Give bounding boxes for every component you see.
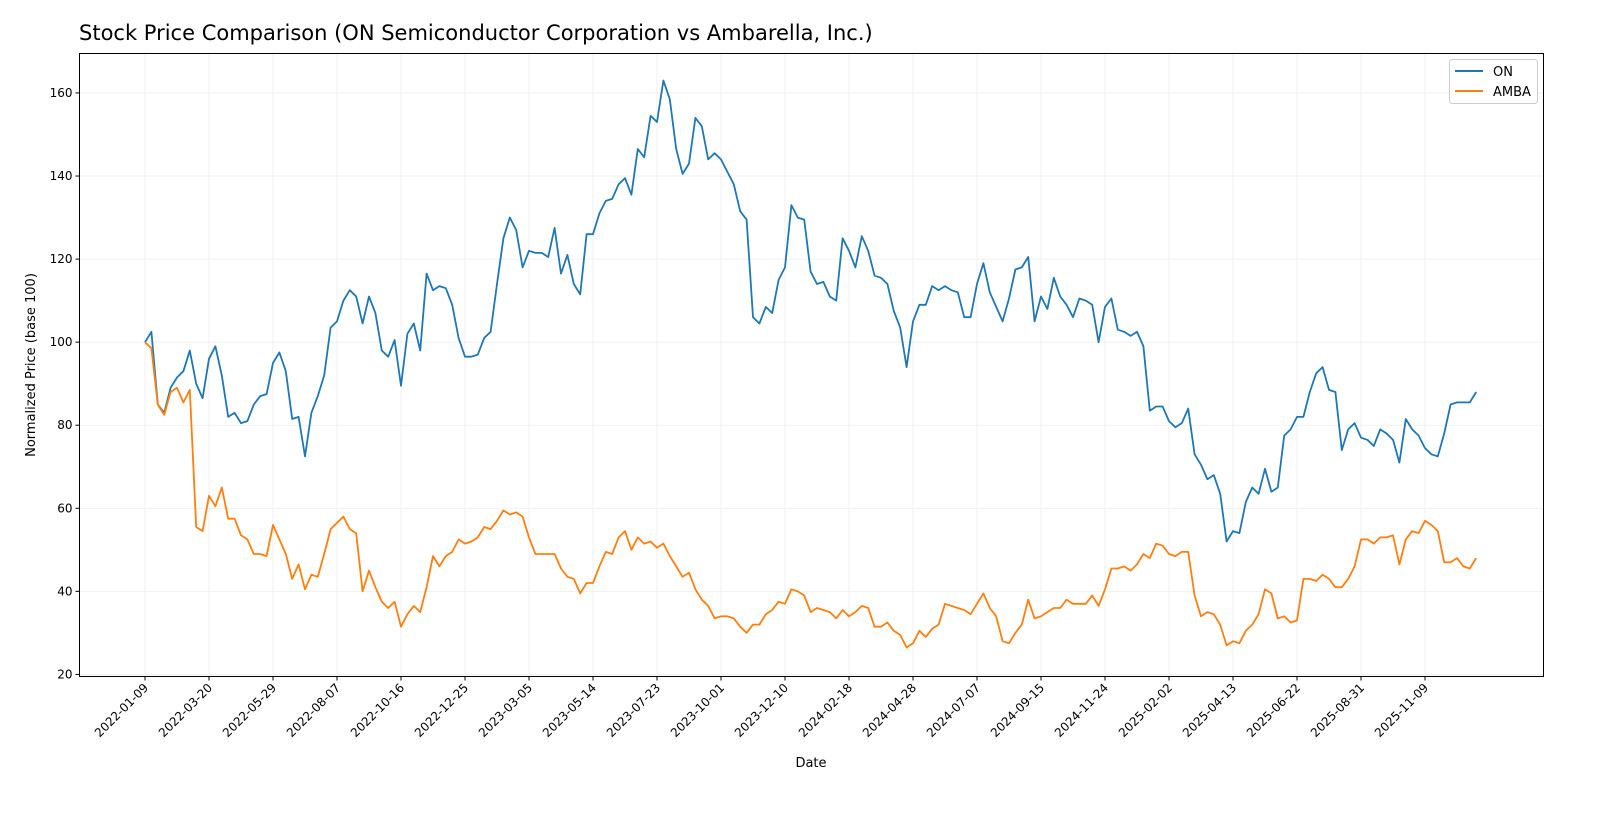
legend-label-on: ON xyxy=(1493,65,1513,80)
y-tick-label: 60 xyxy=(57,501,72,515)
y-tick-label: 160 xyxy=(50,86,73,100)
x-tick-label: 2023-10-01 xyxy=(668,681,727,740)
series-lines xyxy=(144,79,1477,649)
y-tick-label: 120 xyxy=(50,252,73,266)
x-tick-label: 2024-02-18 xyxy=(796,681,855,740)
x-tick-label: 2024-04-28 xyxy=(860,681,919,740)
y-tick-label: 80 xyxy=(57,418,72,432)
x-tick-label: 2023-12-10 xyxy=(732,681,791,740)
y-tick-label: 140 xyxy=(50,169,73,183)
x-tick-label: 2022-10-16 xyxy=(348,681,407,740)
x-tick-label: 2022-12-25 xyxy=(412,681,471,740)
x-tick-label: 2023-07-23 xyxy=(604,681,663,740)
x-tick-label: 2025-02-02 xyxy=(1116,681,1175,740)
legend: ON AMBA xyxy=(1449,59,1538,104)
y-tick-label: 40 xyxy=(57,584,72,598)
plot-frame xyxy=(79,53,1544,677)
x-tick-label: 2022-08-07 xyxy=(284,681,343,740)
x-tick-label: 2025-04-13 xyxy=(1180,681,1239,740)
x-tick-label: 2022-01-09 xyxy=(92,681,151,740)
chart-title: Stock Price Comparison (ON Semiconductor… xyxy=(79,21,873,45)
grid-lines xyxy=(79,53,1544,677)
x-tick-label: 2024-11-24 xyxy=(1052,681,1111,740)
y-axis-ticks: 20 40 60 80 100 120 140 160 xyxy=(50,86,80,681)
y-axis-label: Normalized Price (base 100) xyxy=(24,273,39,457)
series-line-amba xyxy=(144,341,1477,649)
x-tick-label: 2023-05-14 xyxy=(540,681,599,740)
x-tick-label: 2025-11-09 xyxy=(1372,681,1431,740)
y-tick-label: 100 xyxy=(50,335,73,349)
series-line-on xyxy=(144,79,1477,543)
x-tick-label: 2024-07-07 xyxy=(924,681,983,740)
x-tick-label: 2025-06-22 xyxy=(1244,681,1303,740)
y-tick-label: 20 xyxy=(57,667,72,681)
x-axis-label: Date xyxy=(795,756,826,771)
x-tick-label: 2022-05-29 xyxy=(220,681,279,740)
x-axis-ticks: 2022-01-09 2022-03-20 2022-05-29 2022-08-07… xyxy=(92,676,1431,740)
x-tick-label: 2023-03-05 xyxy=(476,681,535,740)
x-tick-label: 2025-08-31 xyxy=(1308,681,1367,740)
x-tick-label: 2024-09-15 xyxy=(988,681,1047,740)
x-tick-label: 2022-03-20 xyxy=(156,681,215,740)
legend-label-amba: AMBA xyxy=(1493,85,1531,100)
